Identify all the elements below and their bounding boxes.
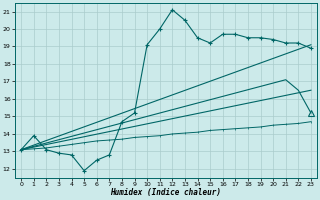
X-axis label: Humidex (Indice chaleur): Humidex (Indice chaleur) [110, 188, 221, 197]
